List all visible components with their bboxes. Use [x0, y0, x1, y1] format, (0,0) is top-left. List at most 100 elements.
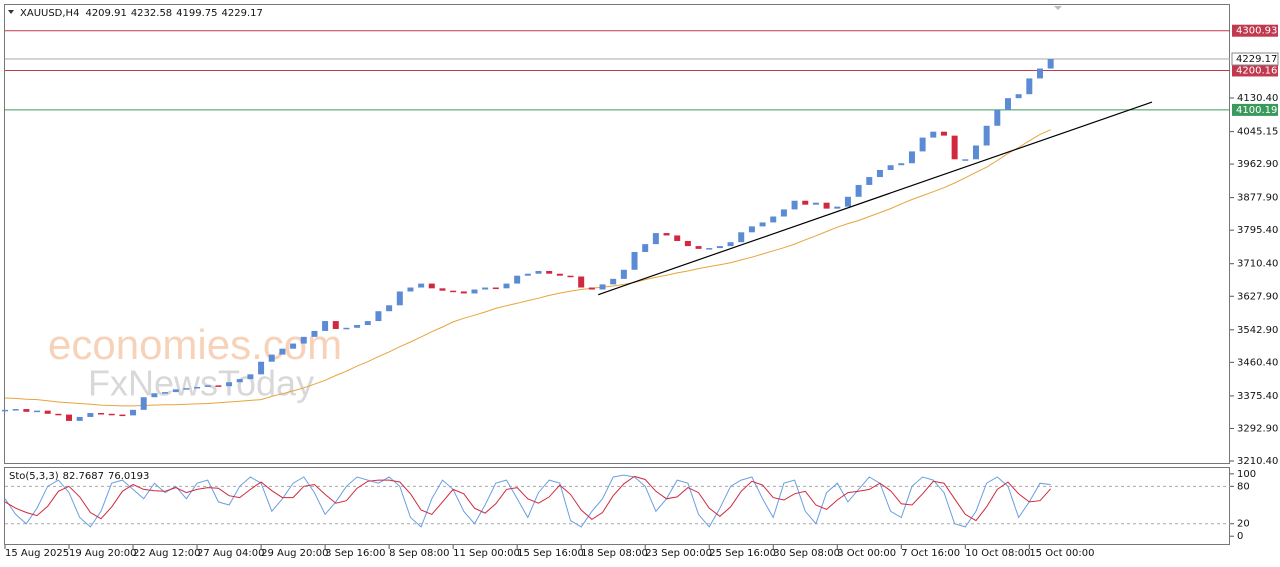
candle-body — [1036, 68, 1043, 79]
level-label: 4200.16 — [1236, 65, 1277, 76]
level-label-bg — [1232, 64, 1278, 77]
candle-body — [748, 226, 755, 233]
candle-body — [834, 206, 841, 209]
candle-body — [855, 184, 862, 197]
x-tick-label: 15 Aug 2025 — [5, 548, 69, 559]
candle-body — [642, 244, 649, 253]
candle-body — [279, 348, 286, 355]
candle-body — [471, 289, 478, 294]
y-tick-label: 3542.90 — [1237, 325, 1278, 336]
candle-body — [524, 273, 531, 276]
watermark-text: economies.com — [48, 321, 342, 368]
candle-body — [759, 222, 766, 227]
candle-body — [428, 283, 435, 289]
candle-body — [226, 382, 233, 387]
candle-body — [1047, 59, 1054, 69]
candle-body — [887, 165, 894, 170]
candle-body — [386, 305, 393, 312]
x-tick-label: 27 Aug 04:00 — [197, 548, 264, 559]
stoch-d: 76.0193 — [108, 471, 149, 482]
candle-body — [706, 248, 713, 250]
candle-body — [215, 385, 222, 387]
x-tick-label: 8 Sep 08:00 — [389, 548, 449, 559]
candle-body — [866, 177, 873, 185]
candle-body — [76, 416, 83, 421]
candle-body — [802, 200, 809, 205]
candle-body — [343, 327, 350, 330]
price-panel: 4130.40 4045.15 3962.90 3877.90 3795.40 3710.… — [2, 24, 1279, 467]
candle-body — [247, 374, 254, 380]
candle-body — [2, 409, 8, 412]
candle-body — [140, 397, 147, 410]
candle-body — [588, 287, 595, 290]
candle-body — [620, 269, 627, 279]
candle-body — [354, 325, 361, 328]
current-price-label: 4229.17 — [1236, 54, 1277, 65]
candle-body — [194, 386, 201, 389]
candle-body — [98, 413, 105, 415]
x-tick-label: 22 Aug 12:00 — [133, 548, 200, 559]
candle-body — [300, 336, 307, 344]
candle-body — [599, 284, 606, 290]
shift-marker — [1054, 6, 1062, 10]
menu-arrow[interactable] — [8, 10, 14, 14]
candle-body — [460, 291, 467, 294]
candle-body — [450, 290, 457, 293]
candle-body — [418, 283, 425, 288]
candle-body — [610, 278, 617, 285]
x-tick-label: 15 Oct 00:00 — [1029, 548, 1094, 559]
candle-body — [66, 414, 73, 421]
stoch-title: Sto(5,3,3) — [9, 471, 59, 482]
candle-body — [546, 270, 553, 274]
candle-body — [780, 209, 787, 217]
candle-body — [930, 131, 937, 138]
candle-body — [962, 159, 969, 161]
stoch-line — [4, 475, 1052, 522]
x-tick-label: 29 Aug 20:00 — [261, 548, 328, 559]
y-tick-label: 3292.90 — [1237, 423, 1278, 434]
trend-line — [598, 101, 1153, 296]
candle-body — [727, 242, 734, 247]
stoch-line — [4, 474, 1051, 528]
candle-body — [951, 135, 958, 160]
candle-body — [684, 240, 691, 247]
moving-average — [4, 129, 1051, 407]
candle-body — [204, 385, 211, 387]
x-tick-label: 18 Sep 08:00 — [581, 548, 648, 559]
candle-body — [108, 413, 115, 416]
candle-body — [290, 343, 297, 349]
candle-body — [482, 287, 489, 290]
candle-body — [375, 311, 382, 322]
x-tick-label: 3 Sep 16:00 — [325, 548, 385, 559]
candle-body — [268, 354, 275, 362]
candle-body — [119, 414, 126, 417]
candle-body — [332, 321, 339, 329]
level-label-bg — [1232, 103, 1278, 116]
stoch-panel-frame — [4, 467, 1230, 545]
y-tick-label: 3795.40 — [1237, 225, 1278, 236]
close: 4229.17 — [222, 8, 263, 19]
candle-body — [514, 275, 521, 284]
candle-body — [87, 413, 94, 417]
candle-body — [364, 321, 371, 326]
candle-body — [898, 163, 905, 166]
x-tick-label: 25 Sep 16:00 — [709, 548, 776, 559]
y-tick-label: 3877.90 — [1237, 193, 1278, 204]
candle-body — [1026, 78, 1033, 95]
candle-body — [578, 276, 585, 288]
candle-body — [567, 275, 574, 278]
candle-body — [236, 379, 243, 383]
y-tick-label: 4045.15 — [1237, 127, 1278, 138]
candle-body — [172, 389, 179, 393]
candle-body — [738, 232, 745, 243]
candle-body — [396, 291, 403, 306]
candle-body — [1004, 98, 1011, 110]
candle-body — [322, 321, 329, 331]
y-tick-label: 0 — [1237, 531, 1243, 542]
y-tick-label: 3375.40 — [1237, 391, 1278, 402]
y-tick-label: 100 — [1237, 469, 1256, 480]
y-tick-label: 3627.90 — [1237, 291, 1278, 302]
